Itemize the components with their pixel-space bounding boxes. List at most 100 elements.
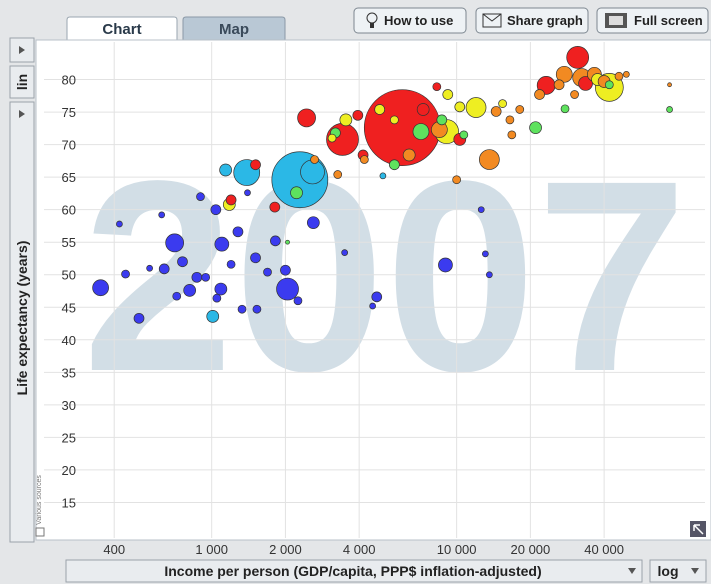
bubble: [225, 194, 237, 206]
button-label: Full screen: [634, 13, 703, 28]
bubble: [560, 104, 570, 114]
zoom-corner[interactable]: [690, 521, 706, 537]
bubble: [479, 149, 500, 170]
tab-chart[interactable]: Chart: [66, 16, 178, 41]
bubble: [339, 113, 353, 127]
x-tick-label: 20 000: [511, 542, 551, 557]
bubble: [306, 216, 320, 230]
bulb-icon: [370, 23, 374, 28]
bubble: [244, 189, 251, 197]
bubble: [498, 99, 507, 108]
bubble: [232, 226, 244, 238]
bubble: [614, 71, 624, 81]
tab-label: Chart: [102, 21, 141, 38]
x-tick-label: 40 000: [584, 542, 624, 557]
data-table-icon[interactable]: [35, 527, 45, 537]
bubble: [158, 211, 166, 219]
bubble: [327, 133, 337, 143]
y-tick-label: 30: [62, 398, 76, 413]
bubble: [92, 279, 109, 297]
bubble: [566, 46, 590, 69]
x-tick-label: 1 000: [195, 542, 228, 557]
bubble: [333, 170, 343, 179]
bubble: [412, 123, 430, 140]
bubble: [529, 121, 542, 135]
bubble: [379, 172, 387, 180]
x-scale-selector[interactable]: log: [649, 559, 707, 583]
bubble: [133, 312, 145, 324]
ticks: 15 20 25 30 35 40 45 50 55 60 65 70 75 80 400 1 000 2 00…: [62, 73, 624, 557]
bubble: [300, 159, 325, 185]
bubbles: [92, 46, 673, 324]
y-tick-label: 55: [62, 235, 76, 250]
y-tick-label: 60: [62, 203, 76, 218]
bubble: [293, 296, 303, 306]
bubble: [158, 263, 170, 275]
bubble: [570, 90, 579, 99]
bubble: [219, 163, 232, 177]
bubble: [226, 259, 236, 269]
bubble: [206, 310, 220, 323]
y-tick-label: 75: [62, 105, 76, 120]
source-note[interactable]: Various sources: [36, 475, 43, 525]
y-tick-label: 45: [62, 300, 76, 315]
y-tick-label: 20: [62, 463, 76, 478]
y-tick-label: 50: [62, 268, 76, 283]
share-graph-button[interactable]: Share graph: [475, 7, 589, 34]
bubble: [534, 89, 545, 100]
y-tick-label: 70: [62, 138, 76, 153]
tab-map[interactable]: Map: [182, 16, 286, 41]
bubble: [121, 269, 130, 279]
bubble: [360, 155, 369, 164]
bubble: [165, 233, 185, 253]
bubble: [263, 267, 272, 277]
x-scale-label: log: [658, 563, 679, 579]
y-tick-label: 15: [62, 495, 76, 510]
bubble: [454, 101, 466, 113]
bubble: [183, 283, 197, 297]
y-tick-label: 25: [62, 430, 76, 445]
y-tick-label: 40: [62, 333, 76, 348]
y-tick-label: 80: [62, 73, 76, 88]
y-axis-label: Life expectancy (years): [14, 241, 30, 396]
button-label: Share graph: [507, 13, 583, 28]
bubble: [438, 257, 453, 273]
bubble: [623, 70, 630, 78]
bubble: [212, 293, 222, 303]
bubble: [146, 264, 153, 272]
y-scale-selector[interactable]: lin: [9, 65, 35, 99]
bubble: [250, 159, 261, 171]
bubble: [416, 103, 430, 116]
bubble: [352, 109, 364, 121]
bubble: [310, 155, 319, 164]
bubble: [477, 206, 485, 214]
bubble: [369, 302, 376, 310]
x-axis-label: Income per person (GDP/capita, PPP$ infl…: [164, 563, 541, 579]
button-label: How to use: [384, 13, 453, 28]
bubble: [363, 89, 441, 167]
bubble: [276, 277, 299, 301]
tab-label: Map: [219, 21, 249, 38]
x-indicator-selector[interactable]: Income per person (GDP/capita, PPP$ infl…: [65, 559, 643, 583]
bubble: [196, 192, 205, 202]
bubble: [436, 114, 448, 126]
bubble: [553, 79, 565, 91]
full-screen-button[interactable]: Full screen: [596, 7, 709, 34]
bubble: [459, 130, 469, 140]
bubble: [270, 235, 281, 247]
how-to-use-button[interactable]: How to use: [353, 7, 467, 34]
y-tick-label: 35: [62, 365, 76, 380]
bubble: [371, 291, 383, 303]
y-indicator-selector[interactable]: [9, 101, 35, 543]
bubble: [486, 271, 493, 279]
bubble: [667, 82, 672, 88]
bubble: [604, 80, 614, 90]
x-tick-label: 4 000: [343, 542, 376, 557]
bubble: [482, 250, 489, 258]
bubble: [452, 175, 461, 185]
bubble: [252, 304, 262, 314]
left-toggle[interactable]: [9, 37, 35, 63]
bubble: [290, 186, 303, 200]
